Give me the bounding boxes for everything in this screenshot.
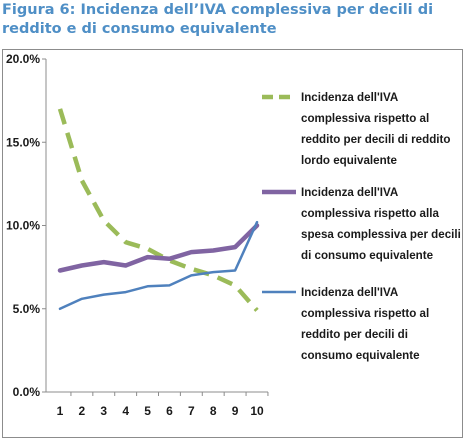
legend-label-2: Incidenza dell'IVA <box>301 186 399 199</box>
y-tick-label: 15.0% <box>6 135 40 149</box>
legend-label-1: reddito per decili di reddito <box>301 133 450 146</box>
legend-label-2: spesa complessiva per decili <box>301 228 461 241</box>
series-line-1 <box>57 108 259 312</box>
legend-label-3: consumo equivalente <box>301 349 420 362</box>
x-tick-label: 5 <box>144 404 151 418</box>
x-tick-label: 9 <box>232 404 239 418</box>
y-tick-label: 5.0% <box>13 302 41 316</box>
x-tick-label: 6 <box>166 404 173 418</box>
x-tick-label: 7 <box>188 404 195 418</box>
x-tick-label: 10 <box>250 404 264 418</box>
x-tick-label: 8 <box>210 404 217 418</box>
legend-label-3: complessiva rispetto al <box>301 307 429 320</box>
x-tick-label: 3 <box>100 404 107 418</box>
legend-label-2: di consumo equivalente <box>301 249 434 262</box>
series-line-2 <box>57 223 260 273</box>
y-tick-label: 20.0% <box>6 52 40 66</box>
legend-label-3: Incidenza dell'IVA <box>301 286 399 299</box>
y-tick-label: 10.0% <box>6 219 40 233</box>
figure-title: Figura 6: Incidenza dell’IVA complessiva… <box>2 2 434 37</box>
x-axis-ticks: 1 2 3 4 5 6 7 8 9 10 <box>57 392 269 418</box>
legend-label-1: Incidenza dell'IVA <box>301 91 399 104</box>
y-tick-label: 0.0% <box>13 385 41 399</box>
chart-legend: Incidenza dell'IVA complessiva rispetto a… <box>262 91 461 362</box>
x-tick-label: 2 <box>79 404 86 418</box>
legend-label-2: complessiva rispetto alla <box>301 207 439 220</box>
y-axis-ticks: 0.0% 5.0% 10.0% 15.0% 20.0% <box>6 52 46 399</box>
chart-series <box>57 108 260 312</box>
legend-label-3: reddito per decili di <box>301 328 408 341</box>
x-tick-label: 4 <box>122 404 129 418</box>
series-line-3 <box>58 220 259 311</box>
legend-label-1: lordo equivalente <box>301 154 398 167</box>
x-tick-label: 1 <box>57 404 64 418</box>
legend-label-1: complessiva rispetto al <box>301 112 429 125</box>
chart-axes <box>45 59 268 393</box>
chart-frame <box>2 49 463 438</box>
